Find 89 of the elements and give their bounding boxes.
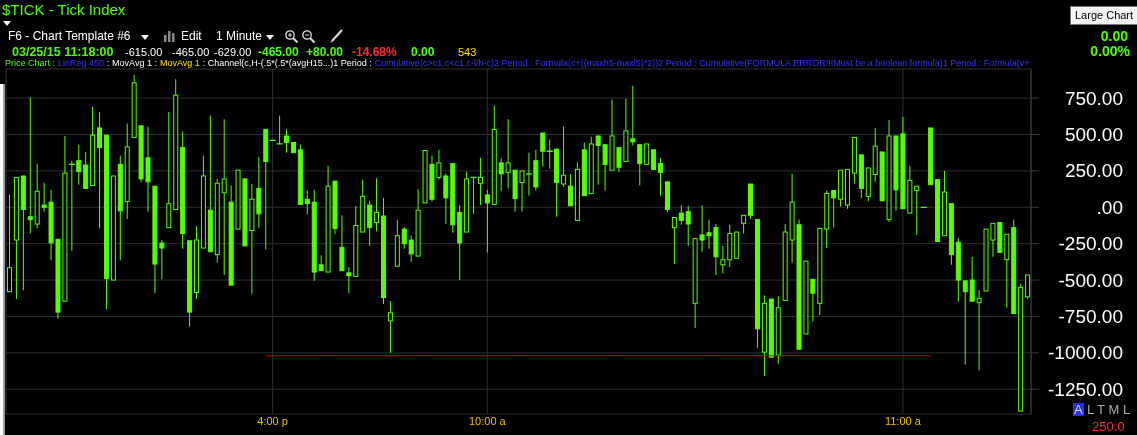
text: -615.00 — [125, 46, 163, 58]
candlestick — [720, 245, 726, 275]
text: Edit — [181, 29, 202, 43]
candlestick — [637, 144, 643, 186]
candlestick — [200, 155, 206, 249]
text: L T M L — [1087, 402, 1131, 417]
candlestick — [574, 161, 580, 221]
text: -629.00 — [214, 46, 252, 58]
candlestick — [741, 214, 747, 234]
candlestick — [180, 131, 186, 250]
candlestick — [450, 163, 456, 234]
text: 0.00 — [411, 45, 435, 59]
candlestick — [768, 298, 774, 358]
candlestick — [13, 176, 19, 300]
candlestick — [831, 190, 837, 229]
candlestick — [491, 104, 497, 205]
candlestick — [914, 185, 920, 236]
candlestick — [858, 154, 864, 199]
y-tick-label: -250.00 — [1058, 233, 1123, 255]
candlestick — [90, 106, 96, 186]
y-tick-label: -750.00 — [1058, 305, 1123, 327]
candlestick — [221, 118, 227, 276]
candlestick — [360, 179, 366, 233]
text: F6 - Chart Template #6 — [8, 29, 131, 43]
text: Large Chart — [1070, 6, 1137, 25]
candlestick — [962, 280, 968, 366]
candlestick — [1025, 274, 1031, 300]
candlestick — [83, 151, 89, 189]
candlestick — [851, 136, 857, 184]
candlestick — [103, 134, 109, 310]
candlestick — [955, 237, 961, 303]
text: -14.68% — [352, 45, 397, 59]
candlestick — [214, 178, 220, 264]
y-tick-label: 750.00 — [1064, 87, 1123, 109]
candlestick — [124, 123, 130, 220]
text: : Channel(c,H-(.5*(.5*(avgH15...)1 Period : — [202, 58, 372, 68]
candlestick — [7, 194, 12, 293]
text: 543 — [458, 46, 477, 58]
candlestick — [734, 231, 740, 259]
candlestick — [27, 96, 33, 234]
y-tick-label: .00 — [1096, 196, 1123, 218]
y-tick-label: 250.00 — [1064, 160, 1123, 182]
candlestick — [838, 169, 844, 208]
y-tick-label: -500.00 — [1058, 269, 1123, 291]
candlestick — [935, 179, 941, 242]
candlestick — [644, 143, 650, 165]
text: +80.00 — [306, 45, 344, 59]
candlestick — [671, 216, 677, 265]
candlestick — [567, 173, 573, 207]
text: MovAvg 1 — [159, 58, 200, 68]
text: A — [1073, 402, 1084, 417]
candlestick — [290, 142, 296, 154]
candlestick — [166, 111, 172, 229]
text: LinReg 450 — [58, 58, 105, 68]
candlestick — [761, 294, 767, 377]
text: Price Chart : — [5, 58, 56, 68]
candlestick — [207, 115, 213, 253]
text: Cumulative(c>c1,c<c1,c-l/h-c)2 Period : Formula(c+((maxh5-maxl5)*2))2 Period : Cumulative(FORMULA ERROR!!!Must be a boolean formula)1 Period : Formula(v+ — [374, 58, 1030, 68]
x-tick-label: 4:00 p — [257, 414, 288, 427]
candlestick — [110, 175, 116, 281]
candlestick — [394, 219, 400, 267]
x-tick-label: 10:00 a — [468, 414, 507, 427]
chart-title: $TICK - Tick Index — [2, 1, 126, 18]
text: -465.00 — [258, 45, 299, 59]
candlestick — [540, 132, 546, 168]
y-tick-label: 500.00 — [1064, 124, 1123, 146]
candlestick — [948, 203, 954, 266]
text: 1 Minute — [216, 29, 263, 43]
candlestick — [941, 170, 947, 237]
text: 250.0 — [1092, 419, 1125, 434]
candlestick — [263, 128, 269, 251]
candlestick — [928, 127, 934, 186]
candlestick — [187, 240, 193, 328]
text: 0.00% — [1090, 43, 1130, 59]
text: 0.00 — [1100, 28, 1128, 44]
y-tick-label: -1000.00 — [1047, 342, 1123, 364]
y-tick-label: -1250.00 — [1047, 378, 1123, 400]
candlestick — [387, 300, 393, 354]
candlestick — [173, 78, 179, 210]
text: 03/25/15 11:18:00 — [12, 45, 114, 59]
candlestick — [339, 214, 345, 272]
candlestick — [754, 219, 760, 349]
candlestick — [97, 111, 103, 229]
candlestick — [651, 149, 657, 170]
text: : MovAvg 1 : — [107, 58, 157, 68]
candlestick — [20, 175, 26, 291]
candlestick — [457, 204, 463, 281]
text: -465.00 — [172, 46, 210, 58]
x-tick-label: 11:00 a — [884, 414, 922, 427]
